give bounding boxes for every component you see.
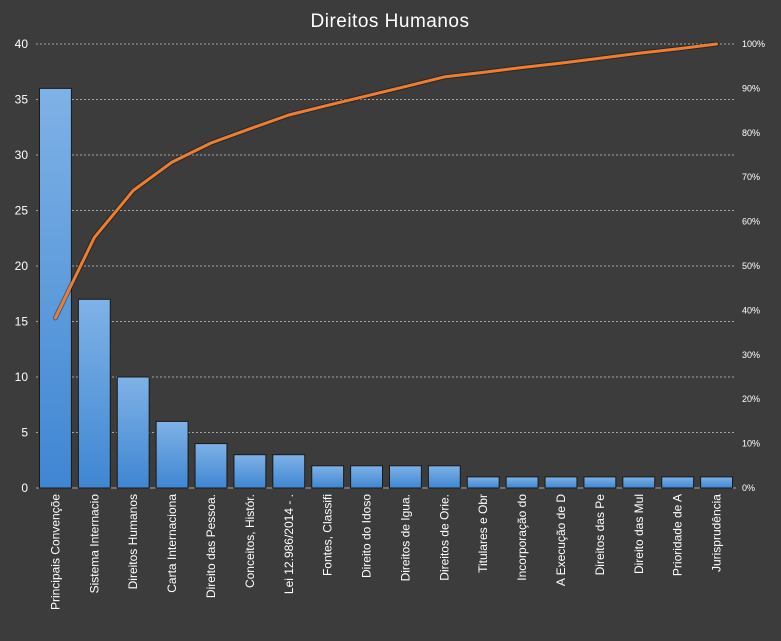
bar — [583, 476, 617, 489]
x-tick-label: Titulares e Obr — [476, 494, 490, 573]
y2-tick-label: 60% — [742, 217, 760, 227]
y2-tick-label: 40% — [742, 305, 760, 315]
bar — [622, 476, 656, 489]
y2-tick-label: 90% — [742, 83, 760, 93]
cumulative-percent-line — [53, 42, 719, 320]
chart-title: Direitos Humanos — [311, 11, 470, 32]
y-tick-label: 15 — [15, 315, 29, 329]
y2-tick-label: 70% — [742, 172, 760, 182]
bar — [155, 420, 189, 489]
x-tick-label: Incorporação do — [515, 494, 529, 581]
bar — [194, 443, 228, 489]
y2-tick-label: 50% — [742, 261, 760, 271]
y-tick-label: 10 — [15, 370, 29, 384]
x-tick-label: Direito do Idoso — [360, 494, 374, 578]
primary-y-axis: 0 5 10 15 20 25 30 35 40 — [15, 37, 29, 495]
x-tick-label: Direitos Humanos — [126, 494, 140, 589]
y-tick-label: 25 — [15, 204, 29, 218]
x-tick-label: Lei 12.986/2014 - . — [282, 494, 296, 594]
y-tick-label: 30 — [15, 148, 29, 162]
x-tick-label: A Execução de D — [554, 494, 568, 586]
bar — [661, 476, 695, 489]
x-tick-label: Prioridade de A — [671, 494, 685, 576]
bar — [39, 87, 72, 489]
secondary-y-axis: 0% 10% 20% 30% 40% 50% 60% 70% 80% 90% 100% — [742, 39, 765, 493]
x-axis: Principais Convençõe Sistema Internacio Di… — [48, 494, 723, 610]
x-tick-label: Jurisprudência — [710, 494, 724, 572]
x-tick-label: Carta Internaciona — [165, 494, 179, 593]
bar — [272, 454, 306, 489]
x-tick-label: Principais Convençõe — [48, 494, 62, 610]
x-tick-label: Direitos de Igua. — [398, 494, 412, 581]
y-tick-label: 35 — [15, 93, 29, 107]
bar — [311, 465, 345, 489]
x-tick-label: Conceitos, Histór. — [243, 494, 257, 588]
x-tick-label: Direito das Pessoa. — [204, 494, 218, 598]
y2-tick-label: 10% — [742, 439, 760, 449]
bar — [389, 465, 422, 489]
bar — [466, 476, 500, 489]
bar — [77, 298, 111, 489]
bar — [233, 454, 267, 489]
bar — [544, 476, 578, 489]
bar — [116, 376, 150, 489]
y-tick-label: 5 — [21, 426, 28, 440]
y-tick-label: 20 — [15, 259, 29, 273]
y2-tick-label: 0% — [742, 483, 755, 493]
x-tick-label: Direitos das Pe — [593, 494, 607, 576]
gridlines — [36, 43, 736, 489]
cumulative-line — [52, 41, 720, 321]
bar — [427, 465, 461, 489]
y2-tick-label: 100% — [742, 39, 765, 49]
y-tick-label: 0 — [21, 481, 28, 495]
y2-tick-label: 20% — [742, 394, 760, 404]
bar — [700, 476, 733, 489]
x-tick-label: Direitos de Orie. — [437, 494, 451, 581]
cumulative-line-shadow — [52, 41, 720, 321]
x-tick-label: Sistema Internacio — [87, 494, 101, 594]
bar — [350, 465, 384, 489]
y-tick-label: 40 — [15, 37, 29, 51]
bar — [505, 476, 539, 489]
y2-tick-label: 80% — [742, 128, 760, 138]
bars — [39, 87, 733, 489]
x-tick-label: Fontes, Classifi — [321, 494, 335, 576]
x-tick-label: Direito das Mul — [632, 494, 646, 574]
y2-tick-label: 30% — [742, 350, 760, 360]
